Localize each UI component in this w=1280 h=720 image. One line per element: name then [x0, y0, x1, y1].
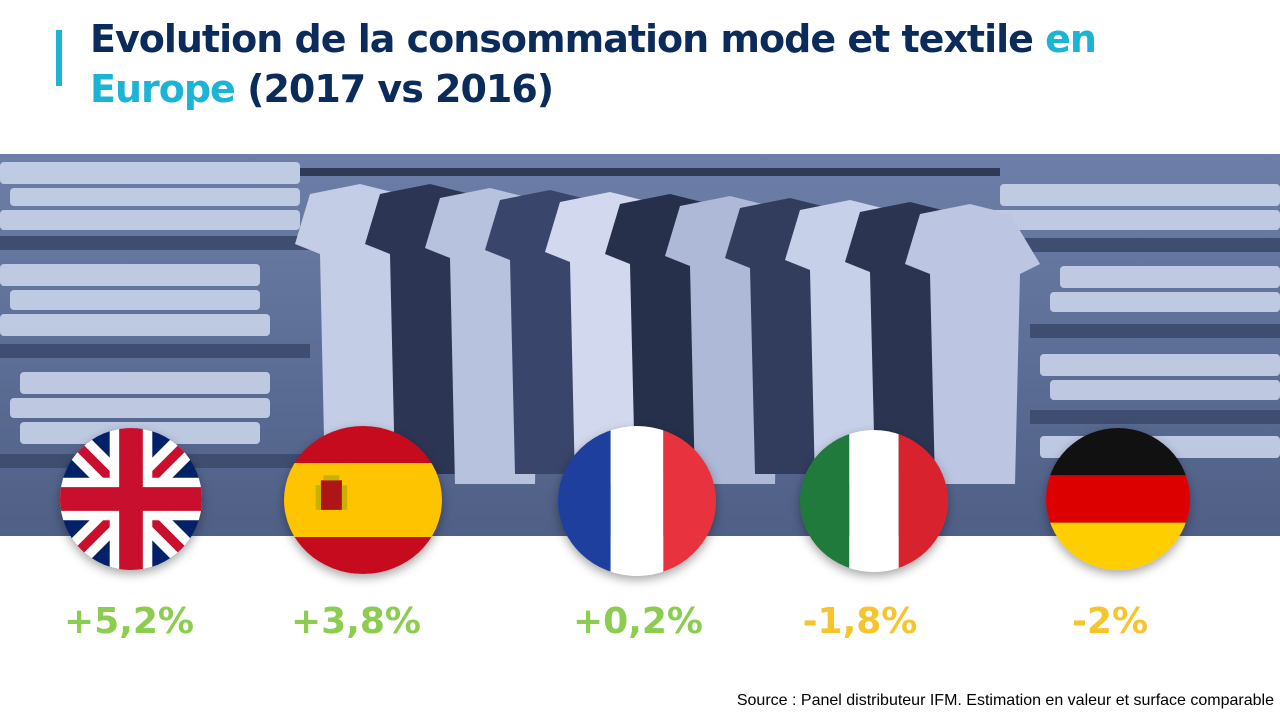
title-accent-bar — [56, 30, 62, 86]
uk-value: +5,2% — [63, 601, 194, 642]
italy-flag-icon — [800, 430, 948, 572]
page-title: Evolution de la consommation mode et tex… — [90, 14, 1250, 114]
source-note: Source : Panel distributeur IFM. Estimat… — [736, 692, 1274, 709]
france-flag-icon — [558, 426, 716, 576]
title-part2: (2017 vs 2016) — [234, 67, 554, 111]
title-part1: Evolution de la consommation mode et tex… — [90, 17, 1046, 61]
germany-value: -2% — [1071, 601, 1149, 642]
germany-flag-icon — [1046, 428, 1190, 570]
france-value: +0,2% — [572, 601, 703, 642]
title-highlight: en Europe — [90, 17, 1097, 111]
spain-value: +3,8% — [290, 601, 421, 642]
uk-flag-icon — [60, 428, 202, 570]
italy-value: -1,8% — [802, 601, 918, 642]
spain-flag-icon — [284, 426, 442, 574]
